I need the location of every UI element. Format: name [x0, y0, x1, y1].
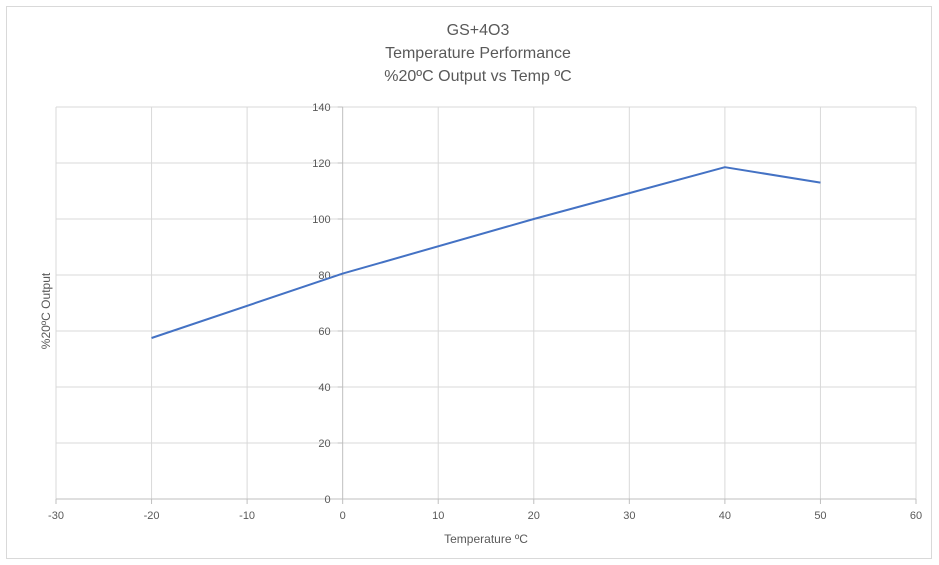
chart-title-line-3: %20ºC Output vs Temp ºC — [384, 68, 571, 85]
grid-lines — [55, 106, 917, 499]
y-tick-label: 140 — [312, 102, 330, 114]
x-tick-label: 60 — [910, 510, 922, 522]
series-layer — [151, 166, 821, 339]
x-tick-label: 50 — [814, 510, 826, 522]
x-tick-label: -20 — [144, 510, 160, 522]
y-tick-label: 40 — [318, 382, 330, 394]
y-axis-title: %20ºC Output — [39, 272, 53, 349]
y-tick-label: 20 — [318, 438, 330, 450]
y-tick-label: 60 — [318, 326, 330, 338]
x-tick-label: -30 — [48, 510, 64, 522]
x-tick-label: 20 — [528, 510, 540, 522]
x-tick-label: 0 — [340, 510, 346, 522]
chart-title-line-2: Temperature Performance — [385, 45, 571, 62]
y-tick-label: 100 — [312, 214, 330, 226]
axes — [55, 106, 917, 504]
x-tick-label: 30 — [623, 510, 635, 522]
y-tick-label: 120 — [312, 158, 330, 170]
x-tick-label: -10 — [239, 510, 255, 522]
y-tick-label: 0 — [325, 494, 331, 506]
chart-frame — [6, 6, 932, 559]
x-tick-label: 40 — [719, 510, 731, 522]
x-axis-title: Temperature ºC — [444, 532, 528, 546]
x-tick-label: 10 — [432, 510, 444, 522]
series-line — [151, 166, 821, 339]
chart-title-line-1: GS+4O3 — [447, 22, 510, 39]
chart-title: GS+4O3 Temperature Performance %20ºC Out… — [384, 22, 571, 85]
